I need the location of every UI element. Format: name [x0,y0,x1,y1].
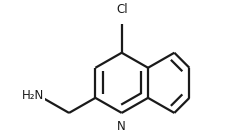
Text: H₂N: H₂N [22,89,45,102]
Text: Cl: Cl [116,3,128,16]
Text: N: N [117,120,126,133]
